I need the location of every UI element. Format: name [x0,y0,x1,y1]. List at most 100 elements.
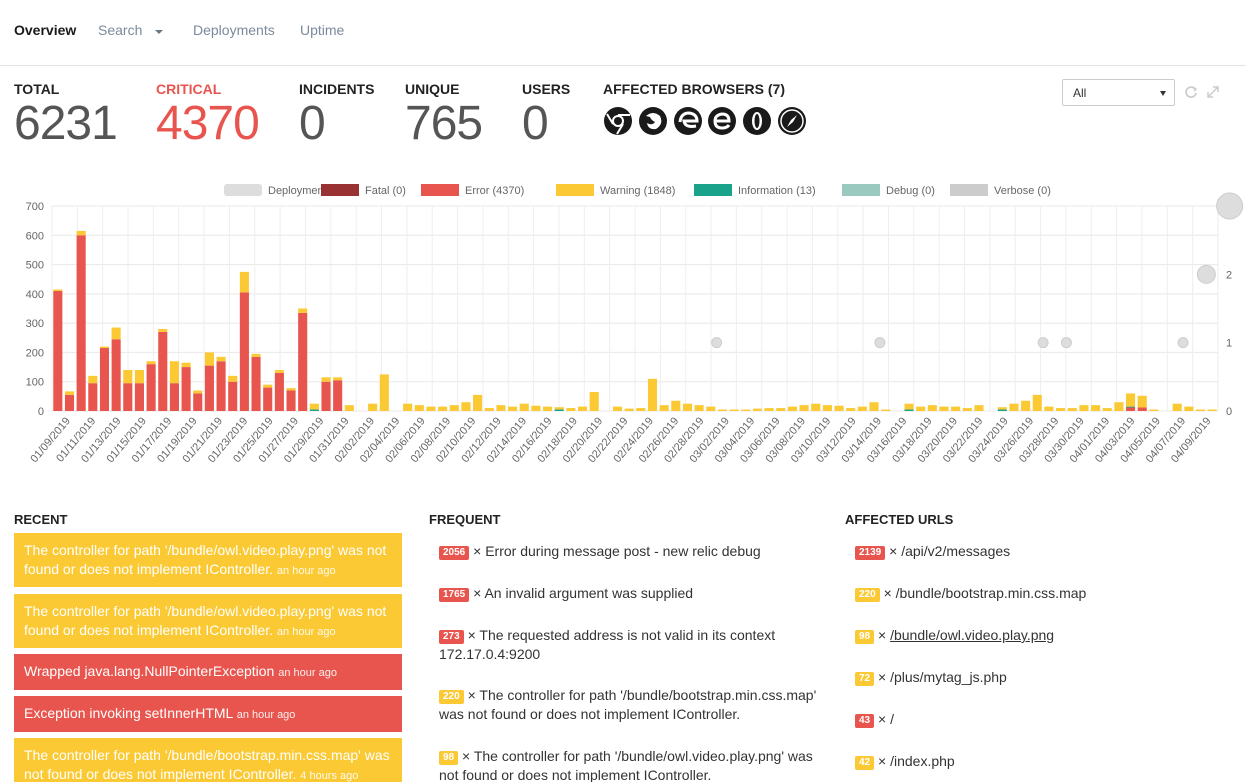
bar-segment [857,406,867,411]
tab-search[interactable]: Search [98,22,143,38]
bar-segment [974,405,984,411]
browser-filter-select[interactable]: All [1062,79,1175,106]
legend-swatch [950,184,988,196]
bar-segment [134,370,144,384]
frequent-item[interactable]: 1765 × An invalid argument was supplied [439,584,819,603]
frequent-item-text: Error during message post - new relic de… [485,543,761,559]
bar-segment [566,408,576,411]
bar-segment [123,383,133,411]
bar-segment [776,408,786,411]
firefox-icon [639,107,667,135]
legend-label: Error (4370) [465,185,524,197]
chevron-down-icon[interactable] [155,30,163,34]
browser-icons [603,106,808,136]
bar-segment [169,383,179,411]
y-tick-label: 600 [26,230,44,242]
bar-segment [228,381,238,411]
url-item[interactable]: 72 × /plus/mytag_js.php [855,668,1007,687]
legend-label: Information (13) [738,185,816,197]
bar-segment [461,402,471,411]
count-badge: 98 [855,630,875,644]
bar-segment [694,405,704,411]
bar-segment [519,403,529,411]
bar-segment [904,403,914,410]
recent-item-text: Exception invoking setInnerHTML [24,705,233,721]
bar-segment [1079,405,1089,411]
bar-segment [496,405,506,411]
bar-segment [881,409,891,411]
affected-browsers-label: AFFECTED BROWSERS (7) [603,81,785,97]
bar-segment [612,406,623,411]
unique-label: UNIQUE [405,81,460,97]
bar-segment [647,378,658,411]
url-link[interactable]: /bundle/owl.video.play.png [890,627,1055,643]
recent-item[interactable]: Wrapped java.lang.NullPointerException a… [14,654,402,690]
chart-legend: Deployments Fatal (0) Error (4370) Warning … [224,184,1051,197]
bar-segment [659,405,669,411]
bar-segment [729,409,739,411]
incidents-value: 0 [299,97,326,150]
times-sign: × [473,543,482,559]
bar-segment [76,235,86,411]
bar-segment [1126,393,1136,407]
bar-segment [181,367,191,411]
bar-segment [1114,402,1124,411]
unique-value: 765 [405,97,483,150]
bar-segment [204,352,214,366]
legend-label: Deployments [268,185,333,197]
url-item[interactable]: 98 × /bundle/owl.video.play.png [855,626,1054,645]
bar-segment [846,408,856,411]
deployment-bubbles [711,192,1244,349]
recent-item[interactable]: The controller for path '/bundle/bootstr… [14,738,402,782]
bar-segment [321,381,331,411]
url-item[interactable]: 220 × /bundle/bootstrap.min.css.map [855,584,1086,603]
deployment-bubble [1177,337,1189,349]
bar-segment [1195,409,1206,411]
legend-label: Verbose (0) [994,185,1051,197]
tab-deployments[interactable]: Deployments [193,22,275,38]
tab-overview[interactable]: Overview [14,22,77,38]
count-badge: 220 [855,588,880,602]
y-tick-label: 100 [26,377,44,389]
bar-segment [951,406,961,411]
url-item[interactable]: 42 × /index.php [855,752,955,771]
tab-uptime[interactable]: Uptime [300,22,345,38]
y-tick-label: 200 [26,347,44,359]
bar-segment [997,409,1007,411]
bar-segment [554,409,564,411]
bar-segment [64,394,75,411]
recent-item[interactable]: Exception invoking setInnerHTML an hour … [14,696,402,732]
frequent-item[interactable]: 98 × The controller for path '/bundle/ow… [439,747,819,782]
bar-segment [438,406,448,411]
legend-label: Debug (0) [886,185,935,197]
frequent-item[interactable]: 2056 × Error during message post - new r… [439,542,819,561]
refresh-icon[interactable] [1184,85,1198,99]
bar-segment [379,374,389,411]
bar-segment [251,353,261,357]
bar-segment [134,383,144,411]
bar-segment [869,402,879,411]
url-text: / [890,711,894,727]
bar-segment [671,400,681,411]
recent-item-ago: an hour ago [278,667,337,679]
url-item[interactable]: 43 × / [855,710,894,729]
bar-segment [88,375,98,384]
recent-item[interactable]: The controller for path '/bundle/owl.vid… [14,533,402,587]
bar-segment [1149,409,1159,411]
bar-segment [531,405,541,411]
bar-segment [228,375,238,382]
bar-segment [286,388,296,391]
chart-grid [51,205,1219,412]
recent-item[interactable]: The controller for path '/bundle/owl.vid… [14,594,402,648]
ie-icon [708,107,736,135]
bar-segment [904,409,914,411]
bar-segment [111,327,121,340]
frequent-item[interactable]: 220 × The controller for path '/bundle/b… [439,686,819,724]
expand-icon[interactable] [1206,85,1220,99]
legend-swatch [224,184,262,196]
count-badge: 42 [855,756,875,770]
frequent-item[interactable]: 273 × The requested address is not valid… [439,626,819,664]
bar-segment [449,405,459,411]
url-item[interactable]: 2139 × /api/v2/messages [855,542,1010,561]
legend-swatch [694,184,732,196]
